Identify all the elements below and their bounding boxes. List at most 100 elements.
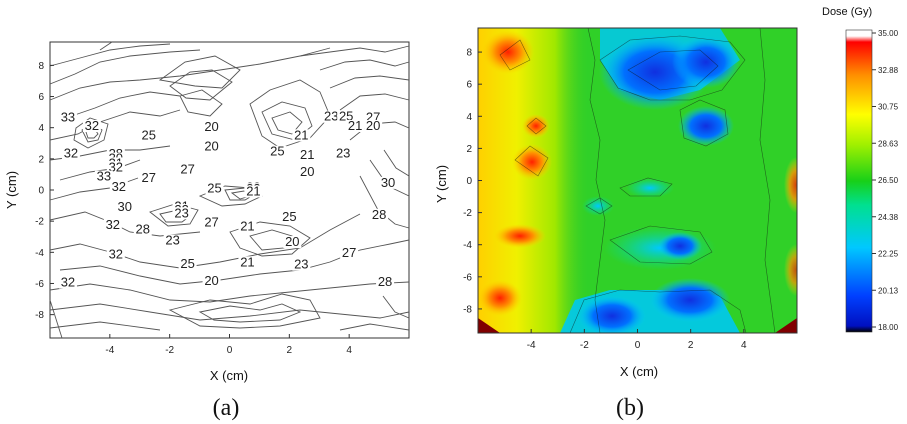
contour-label: 20 [204, 119, 218, 134]
contour-label: 20 [204, 138, 218, 153]
panel-b-x-tick-label: 0 [635, 340, 641, 351]
contour-label: 25 [270, 144, 284, 159]
heatmap-cold-lower [658, 232, 702, 260]
contour-label-bg [58, 111, 77, 124]
contour-label: 28 [136, 222, 150, 237]
heatmap-warm-right-edge [784, 157, 797, 213]
contour-label-bg [178, 163, 197, 176]
panel-a-label: (a) [213, 395, 240, 421]
contour-label-bg [376, 275, 395, 288]
contour-label: 23 [336, 145, 350, 160]
heatmap-dark-corner-left [478, 318, 500, 333]
heatmap-cold-bottom-right [650, 278, 730, 322]
panel-a-contour-plot: 3332252020232527212021252123203228303132… [4, 41, 410, 421]
panel-b-dose-heatmap: -4 -2 0 2 4 8 6 4 2 0 -2 -4 -6 -8 X (cm) Y (cm) (b) D… [434, 6, 899, 421]
heatmap-hot-left-upper [522, 114, 550, 138]
contour-label: 23 [294, 257, 308, 272]
panel-a-y-tick-label: 8 [38, 61, 44, 72]
contour-label: 28 [372, 207, 386, 222]
contour-label-bg [172, 207, 191, 220]
contour-label: 20 [300, 164, 314, 179]
heatmap-hot-top-left [482, 30, 534, 74]
heatmap-hot-bottom-left [478, 280, 522, 316]
contour-label: 32 [112, 179, 126, 194]
contour-label-bg [298, 165, 317, 178]
contour-label-bg [238, 256, 257, 269]
contour-label: 27 [204, 215, 218, 230]
contour-label: 25 [339, 109, 353, 124]
contour-label: 21 [300, 147, 314, 162]
contour-label-bg [244, 185, 263, 198]
panel-b-y-tick-label: 4 [466, 112, 472, 123]
contour-label: 21 [240, 254, 254, 269]
contour-label: 21 [348, 118, 362, 133]
contour-label: 27 [180, 162, 194, 177]
panel-b-y-tick-label: 8 [466, 48, 472, 59]
heatmap-cold-right-upper [678, 106, 734, 146]
contour-label: 25 [282, 209, 296, 224]
contour-label-bg [139, 172, 158, 185]
panel-b-x-tick-label: 4 [741, 340, 747, 351]
panel-a-y-axis-label: Y (cm) [4, 171, 19, 209]
contour-label-bg [205, 182, 224, 195]
panel-b-y-tick-label: 6 [466, 80, 472, 91]
contour-label-bg [178, 257, 197, 270]
contour-label-bg [103, 218, 122, 231]
contour-label-bg [364, 120, 383, 133]
heatmap-hot-left-mid [512, 144, 552, 180]
contour-label-bg [340, 246, 359, 259]
panel-a-x-tick-label: 0 [227, 345, 233, 356]
contour-label: 25 [207, 180, 221, 195]
contour-label: 30 [118, 199, 132, 214]
panel-a-x-axis-label: X (cm) [210, 368, 248, 383]
contour-label: 32 [106, 217, 120, 232]
contour-label-bg [292, 129, 311, 142]
contour-label-bg [322, 110, 341, 123]
heatmap-cold-bottom-left [578, 296, 646, 333]
heatmap-cyan-center [626, 178, 674, 198]
panel-a-x-tick-label: 2 [287, 345, 293, 356]
contour-label: 25 [180, 256, 194, 271]
panel-a-y-tick-label: 6 [38, 92, 44, 103]
colorbar-tick-label: 35.00 [878, 29, 899, 38]
heatmap-cyan-left [582, 196, 614, 216]
contour-label-bg [334, 147, 353, 160]
panel-a-x-tick-label: 4 [346, 345, 352, 356]
colorbar-tick-label: 26.50 [878, 176, 899, 185]
colorbar-ticks: 35.00 32.88 30.75 28.63 26.50 24.38 22.25 20.13… [872, 29, 899, 332]
contour-label: 23 [324, 109, 338, 124]
panel-b-label: (b) [616, 395, 644, 421]
heatmap-cold-top-right [672, 36, 740, 88]
panel-b-axes: -4 -2 0 2 4 8 6 4 2 0 -2 -4 -6 -8 [463, 48, 747, 351]
panel-b-x-tick-label: -2 [580, 340, 589, 351]
contour-label: 21 [240, 219, 254, 234]
contour-label: 30 [381, 175, 395, 190]
panel-b-contour-lines [499, 28, 776, 333]
contour-label-bg [268, 145, 287, 158]
contour-label: 28 [378, 274, 392, 289]
contour-label: 32 [85, 118, 99, 133]
contour-label-bg [133, 223, 152, 236]
panel-a-x-tick-label: -4 [105, 345, 114, 356]
contour-label-bg [58, 276, 77, 289]
panel-a-y-tick-label: 4 [38, 123, 44, 134]
contour-label-bg [202, 216, 221, 229]
contour-label-bg [163, 234, 182, 247]
panel-b-y-tick-label: 2 [466, 144, 472, 155]
contour-label-bg [346, 120, 365, 133]
contour-label: 32 [109, 159, 123, 174]
panel-b-y-tick-label: -8 [463, 304, 472, 315]
panel-b-x-tick-label: -4 [527, 340, 536, 351]
panel-b-heatmap-area [478, 28, 797, 333]
panel-b-y-tick-label: 0 [466, 176, 472, 187]
panel-b-y-tick-label: -2 [463, 208, 472, 219]
panel-b-x-tick-label: 2 [688, 340, 694, 351]
contour-label-bg [109, 180, 128, 193]
contour-label: 32 [109, 247, 123, 262]
contour-label-bg [370, 208, 389, 221]
panel-a-x-tick-label: -2 [165, 345, 174, 356]
colorbar-tick-label: 32.88 [878, 66, 899, 75]
colorbar-tick-label: 18.00 [878, 323, 899, 332]
